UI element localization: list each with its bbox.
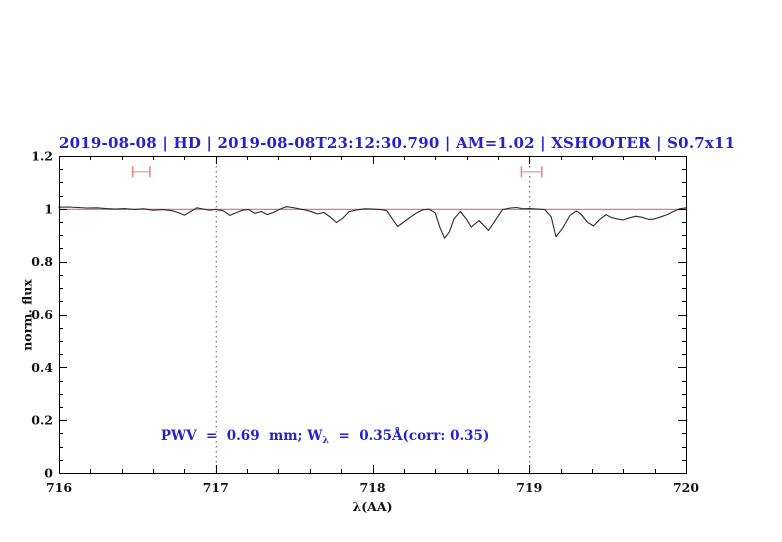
pwv-annotation: PWV = 0.69 mm; Wλ = 0.35Å(corr: 0.35) — [142, 412, 490, 462]
pwv-annotation-post: = 0.35Å(corr: 0.35) — [329, 428, 490, 444]
y-tick-label: 0.2 — [31, 413, 53, 428]
tick-labels: 716 717 718 719 720 0 0.2 0.4 0.6 0.8 1 1.2 — [31, 149, 699, 496]
x-tick-label: 719 — [516, 480, 542, 495]
y-tick-label: 0.8 — [31, 254, 53, 269]
y-tick-label: 0.6 — [31, 307, 53, 322]
spectrum-curve — [58, 206, 687, 239]
axis-ticks — [59, 156, 687, 474]
x-tick-label: 720 — [673, 480, 699, 495]
pwv-annotation-pre: PWV = 0.69 mm; W — [160, 428, 323, 444]
y-tick-label: 1.2 — [31, 149, 53, 164]
x-tick-label: 718 — [359, 480, 385, 495]
telluric-range-marker — [131, 166, 151, 178]
telluric-range-marker — [520, 166, 543, 178]
pwv-annotation-sub: λ — [322, 435, 330, 446]
y-tick-label: 0 — [44, 466, 53, 481]
x-tick-label: 716 — [46, 480, 72, 495]
plot-title: 2019-08-08 | HD | 2019-08-08T23:12:30.79… — [59, 134, 736, 152]
y-tick-label: 0.4 — [31, 360, 53, 375]
y-tick-label: 1 — [44, 201, 53, 216]
x-axis-label: λ(AA) — [352, 499, 393, 514]
x-tick-label: 717 — [203, 480, 229, 495]
y-axis-label: norm. flux — [19, 279, 35, 351]
